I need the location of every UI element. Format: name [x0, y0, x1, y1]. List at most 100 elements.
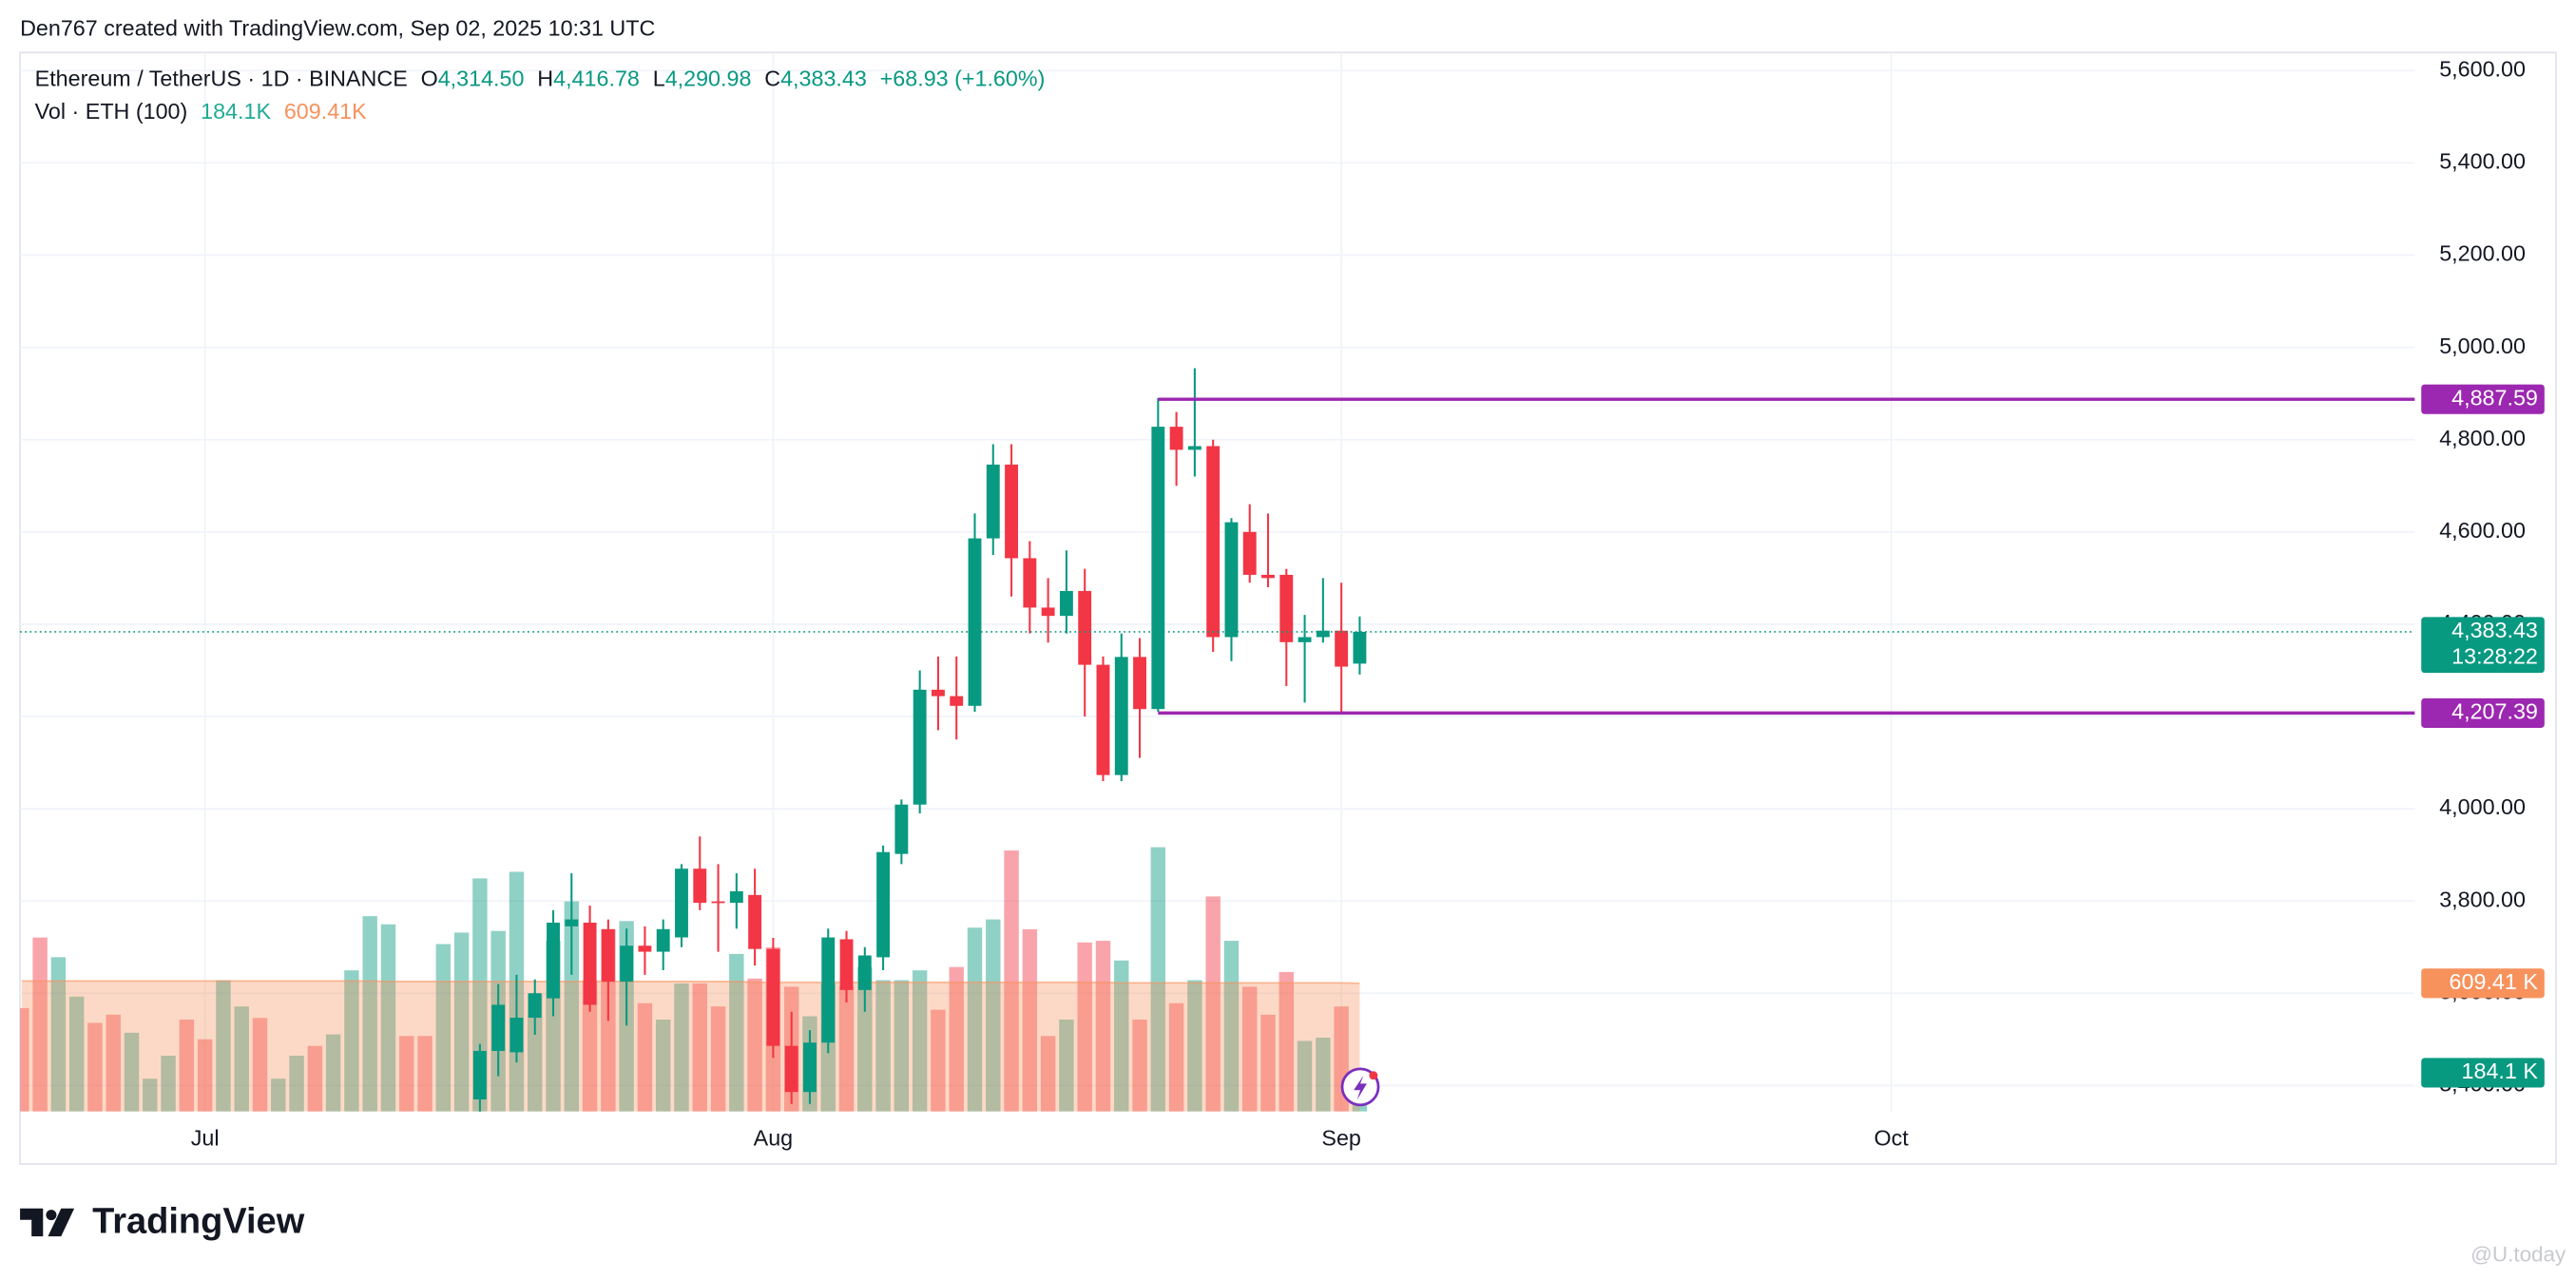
- candle-body: [803, 1042, 817, 1093]
- volume-bar: [307, 1045, 323, 1112]
- candle-body: [565, 919, 579, 926]
- volume-bar: [362, 916, 377, 1112]
- candle-body: [1078, 590, 1092, 665]
- candle-body: [1279, 574, 1294, 642]
- ohlc-value: 4,383.43: [780, 67, 867, 91]
- volume-bar: [564, 901, 580, 1112]
- volume-bar: [674, 983, 689, 1112]
- candle-body: [509, 1018, 524, 1053]
- last-price-label: 4,383.43: [2451, 618, 2538, 642]
- candle-body: [1206, 446, 1221, 638]
- candle-body: [986, 464, 1000, 539]
- candle-body: [491, 1004, 506, 1051]
- volume-bar: [179, 1019, 195, 1112]
- volume-title: Vol · ETH (100): [35, 99, 188, 124]
- volume-badge-label: 184.1 K: [2462, 1059, 2539, 1083]
- volume-bar: [894, 980, 910, 1112]
- volume-bar: [197, 1039, 213, 1112]
- candle-body: [766, 948, 780, 1046]
- volume-badge-label: 609.41 K: [2450, 969, 2539, 994]
- volume-bar: [1205, 896, 1221, 1112]
- volume-bar: [380, 924, 396, 1112]
- credit: Den767 created with TradingView.com, Sep…: [20, 15, 655, 40]
- candle-body: [1242, 531, 1257, 575]
- candle-body: [857, 955, 872, 990]
- candle-body: [1224, 522, 1239, 638]
- volume-bar: [1022, 928, 1038, 1112]
- volume-bar: [1132, 1019, 1147, 1112]
- candle-body: [1005, 464, 1019, 559]
- countdown: 13:28:22: [2451, 644, 2538, 669]
- replay-icon: [1340, 1067, 1380, 1107]
- volume-bar: [967, 927, 983, 1112]
- candle-body: [1059, 590, 1073, 617]
- change: +68.93 (+1.60%): [880, 67, 1046, 91]
- volume-bar: [1004, 850, 1019, 1112]
- volume-bar: [986, 919, 1001, 1112]
- volume-ma-line: [21, 980, 1360, 984]
- candle-body: [1187, 446, 1201, 450]
- candle-body: [1316, 630, 1330, 638]
- candle-body: [693, 869, 707, 904]
- candle-body: [1041, 607, 1055, 617]
- candle-body: [839, 939, 854, 990]
- volume-bar: [729, 953, 744, 1112]
- candle-body: [1261, 574, 1275, 579]
- candle-body: [729, 890, 743, 904]
- y-tick-label: 4,000.00: [2439, 794, 2526, 819]
- volume-bar: [931, 1009, 946, 1112]
- volume-bar: [1168, 1002, 1184, 1112]
- ohlc-key: L: [653, 67, 665, 91]
- last-price-badge: [2421, 617, 2545, 674]
- candle-body: [894, 804, 909, 854]
- candle-body: [472, 1050, 487, 1099]
- volume-bar: [1260, 1014, 1276, 1112]
- volume-bar: [50, 957, 67, 1112]
- brand-logo: [20, 1208, 75, 1237]
- ohlc-value: 4,290.98: [665, 67, 752, 91]
- volume-bar: [216, 980, 231, 1112]
- volume-bar: [838, 986, 855, 1112]
- candle-body: [784, 1045, 798, 1093]
- volume-bar: [637, 1002, 653, 1112]
- candle-body: [1298, 637, 1312, 642]
- volume-bar: [710, 1006, 726, 1112]
- y-tick-label: 4,600.00: [2439, 518, 2526, 543]
- candle-body: [601, 928, 615, 983]
- volume-legend: Vol · ETH (100) 184.1K 609.41K: [35, 99, 367, 124]
- volume-bar: [106, 1014, 121, 1112]
- volume-bar: [234, 1006, 249, 1112]
- volume-bar: [271, 1079, 286, 1112]
- volume-bar: [949, 966, 964, 1112]
- volume-bar: [1150, 847, 1166, 1112]
- price-badge: [2421, 384, 2545, 414]
- candle-body: [528, 993, 542, 1019]
- overlays: 3,400.003,600.003,800.004,000.004,200.00…: [20, 56, 2545, 1150]
- brand: TradingView: [92, 1201, 305, 1241]
- price-badge: [2421, 697, 2545, 728]
- grid: [20, 54, 2415, 1112]
- volume-ma-area: [21, 981, 1360, 1112]
- volume-bar: [87, 1022, 103, 1112]
- volume-badge: [2421, 968, 2545, 999]
- volume-bar: [124, 1032, 140, 1112]
- price-badge-label: 4,887.59: [2451, 385, 2538, 410]
- volume-bar: [1059, 1019, 1074, 1112]
- volume-bar: [875, 980, 891, 1112]
- volume-bar: [20, 1007, 29, 1112]
- candle-body: [583, 922, 597, 1005]
- volume-bar: [655, 1019, 671, 1112]
- ohlc-key: C: [764, 67, 780, 91]
- volume-bar: [325, 1034, 341, 1112]
- volume-bar: [68, 996, 85, 1112]
- volume-bar: [417, 1036, 433, 1112]
- x-tick-label: Aug: [754, 1125, 793, 1150]
- candle-body: [1353, 631, 1367, 664]
- price-badge-label: 4,207.39: [2451, 699, 2538, 724]
- y-tick-label: 5,200.00: [2439, 241, 2526, 266]
- volume-bar: [1316, 1038, 1331, 1112]
- chart-frame: [19, 51, 2557, 1165]
- candle-body: [968, 538, 982, 706]
